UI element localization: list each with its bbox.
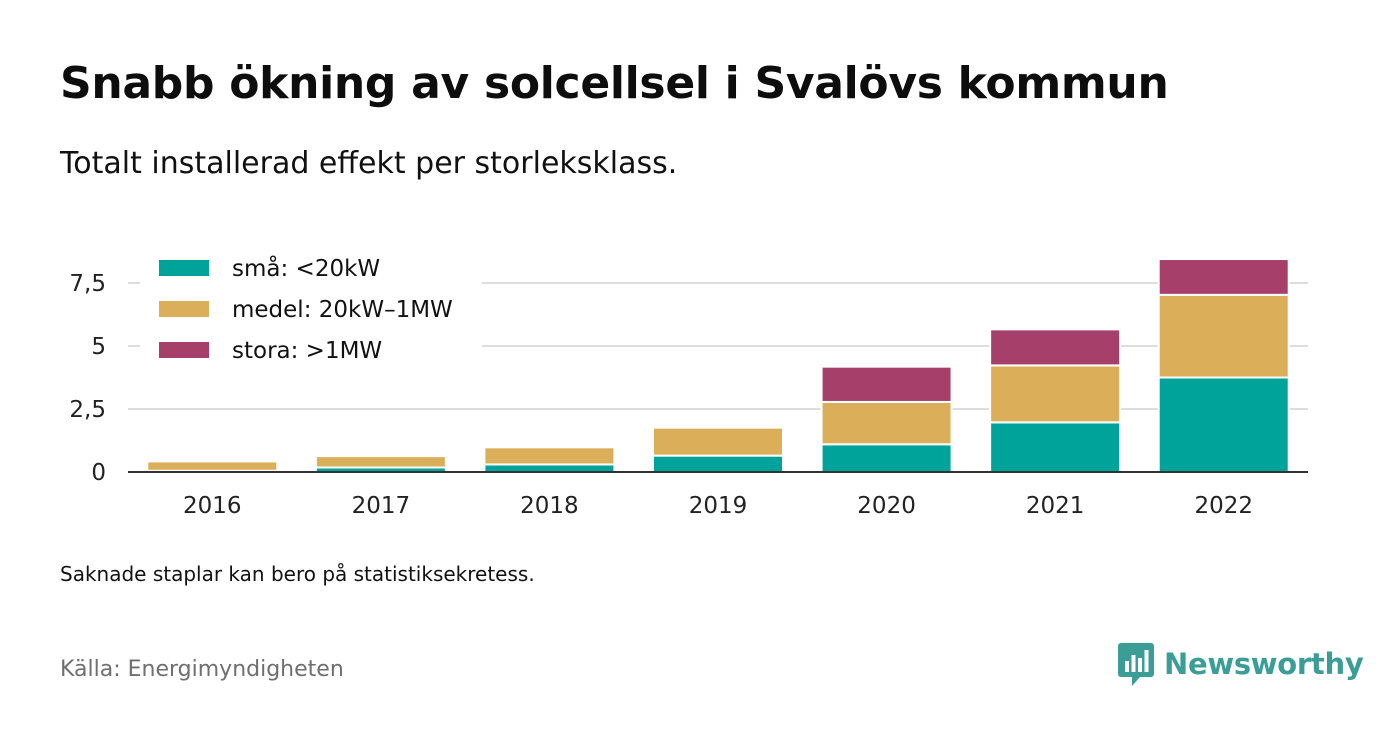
brand-logo: Newsworthy	[1118, 640, 1364, 688]
source-label: Källa: Energimyndigheten	[60, 657, 344, 682]
bar-2020-series-0	[820, 443, 953, 473]
x-axis-ticks: 2016 2017 2018 2019 2020 2021 2022	[183, 493, 1253, 519]
bar-2022-series-1	[1157, 293, 1290, 379]
y-tick-label-3: 7,5	[69, 271, 106, 297]
x-tick-label-2018: 2018	[520, 493, 579, 519]
bar-2019-series-0	[652, 454, 784, 473]
bar-2021-series-0	[989, 421, 1122, 473]
legend-label-1: medel: 20kW–1MW	[232, 297, 453, 323]
bar-2022-series-2	[1157, 258, 1290, 296]
bar-2017-series-1	[314, 455, 447, 469]
bar-2021-series-1	[989, 364, 1122, 424]
legend-swatch-1	[159, 301, 209, 317]
x-tick-label-2022: 2022	[1194, 493, 1253, 519]
bar-2020-series-2	[820, 365, 953, 403]
brand-name: Newsworthy	[1164, 647, 1364, 681]
legend-label-0: små: <20kW	[232, 254, 380, 282]
chart-note: Saknade staplar kan bero på statistiksek…	[60, 562, 535, 586]
bar-2018-series-0	[483, 463, 616, 474]
legend-label-2: stora: >1MW	[232, 338, 382, 364]
x-tick-label-2021: 2021	[1026, 493, 1085, 519]
legend-swatch-0	[159, 260, 209, 276]
bar-2019-series-1	[652, 426, 784, 457]
bar-2018-series-1	[483, 446, 616, 466]
y-tick-label-2: 5	[91, 334, 106, 360]
stacked-bar-chart: 0 2,5 5 7,5 2016 2017 2018 2019 2020 2021 2022 sm…	[69, 246, 1308, 519]
newsworthy-logo-icon	[1118, 643, 1154, 686]
bar-2021-series-2	[989, 328, 1122, 367]
x-tick-label-2019: 2019	[689, 493, 748, 519]
x-tick-label-2017: 2017	[352, 493, 411, 519]
y-tick-label-1: 2,5	[69, 397, 106, 423]
legend: små: <20kW medel: 20kW–1MW stora: >1MW	[140, 246, 482, 372]
legend-swatch-2	[159, 342, 209, 358]
y-axis-ticks: 0 2,5 5 7,5	[69, 271, 106, 486]
chart-subtitle: Totalt installerad effekt per storlekskl…	[60, 146, 678, 181]
x-tick-label-2016: 2016	[183, 493, 242, 519]
bar-2016-series-1	[146, 460, 279, 472]
bars	[146, 258, 1290, 474]
x-tick-label-2020: 2020	[857, 493, 916, 519]
y-tick-label-0: 0	[91, 460, 106, 486]
bar-2020-series-1	[820, 400, 953, 446]
chart-title: Snabb ökning av solcellsel i Svalövs kom…	[60, 58, 1169, 109]
bar-2022-series-0	[1157, 376, 1290, 473]
